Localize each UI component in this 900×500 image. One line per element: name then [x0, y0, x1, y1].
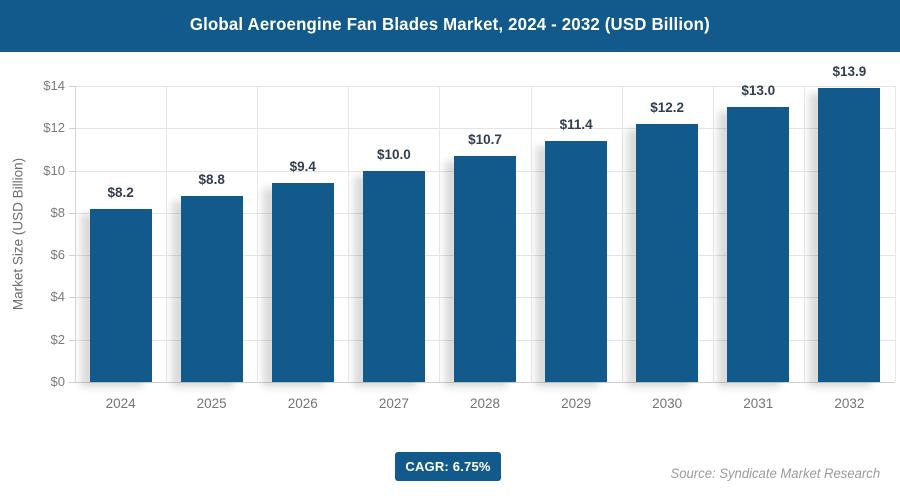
v-gridline [621, 86, 623, 382]
v-gridline [712, 86, 714, 382]
y-tick-mark [69, 170, 75, 172]
y-axis-title: Market Size (USD Billion) [10, 157, 26, 311]
bar-2029[interactable] [545, 141, 608, 382]
x-tick-label: 2032 [834, 396, 865, 411]
bar-2030[interactable] [636, 124, 699, 382]
bar-2032[interactable] [818, 88, 881, 382]
h-gridline [75, 128, 895, 130]
h-gridline [75, 86, 895, 87]
v-gridline [166, 86, 168, 382]
y-tick-label: $12 [43, 120, 65, 136]
bar-value-label: $10.0 [376, 146, 411, 162]
source-credit: Source: Syndicate Market Research [670, 466, 880, 481]
y-tick-label: $14 [43, 78, 65, 93]
bar-2024[interactable] [89, 208, 152, 382]
bar-value-label: $12.2 [650, 100, 685, 116]
x-tick-label: 2026 [287, 396, 318, 411]
x-tick-label: 2031 [743, 396, 774, 411]
x-tick-label: 2027 [378, 396, 409, 411]
v-gridline [530, 86, 532, 382]
y-tick-mark [69, 255, 75, 257]
bar-value-label: $8.2 [107, 184, 134, 200]
y-tick-mark [69, 339, 75, 341]
bar-value-label: $13.9 [832, 64, 867, 80]
chart-title-bar: Global Aeroengine Fan Blades Market, 202… [0, 0, 900, 52]
cagr-badge: CAGR: 6.75% [395, 452, 501, 481]
v-gridline [257, 86, 259, 382]
y-tick-label: $6 [50, 247, 65, 263]
x-axis-line [69, 382, 895, 383]
bar-2031[interactable] [727, 107, 790, 382]
y-axis-line [75, 86, 76, 382]
bar-value-label: $8.8 [198, 171, 225, 187]
y-tick-label: $10 [43, 162, 65, 178]
x-tick-label: 2028 [469, 396, 501, 411]
y-tick-label: $0 [50, 374, 65, 389]
chart-title: Global Aeroengine Fan Blades Market, 202… [189, 13, 711, 34]
x-tick-label: 2025 [196, 396, 227, 411]
v-gridline [895, 86, 896, 382]
y-tick-mark [69, 212, 75, 214]
v-gridline [439, 86, 441, 382]
bar-value-label: $9.4 [289, 159, 316, 175]
bar-value-label: $10.7 [468, 131, 502, 147]
x-tick-label: 2030 [652, 396, 683, 411]
y-tick-mark [69, 86, 75, 87]
v-gridline [348, 86, 350, 382]
bar-2025[interactable] [180, 195, 243, 382]
bar-2028[interactable] [454, 155, 516, 382]
y-tick-label: $2 [50, 331, 65, 347]
y-tick-label: $8 [50, 204, 65, 220]
y-tick-mark [69, 128, 75, 130]
x-tick-label: 2029 [561, 396, 592, 411]
bar-2027[interactable] [362, 170, 425, 382]
y-tick-label: $4 [50, 289, 65, 305]
bar-2026[interactable] [271, 183, 334, 382]
bar-value-label: $13.0 [741, 83, 776, 99]
v-gridline [803, 86, 805, 382]
x-tick-label: 2024 [105, 396, 136, 411]
cagr-label: CAGR: 6.75% [405, 459, 491, 474]
y-tick-mark [69, 297, 75, 299]
bar-value-label: $11.4 [559, 117, 593, 132]
